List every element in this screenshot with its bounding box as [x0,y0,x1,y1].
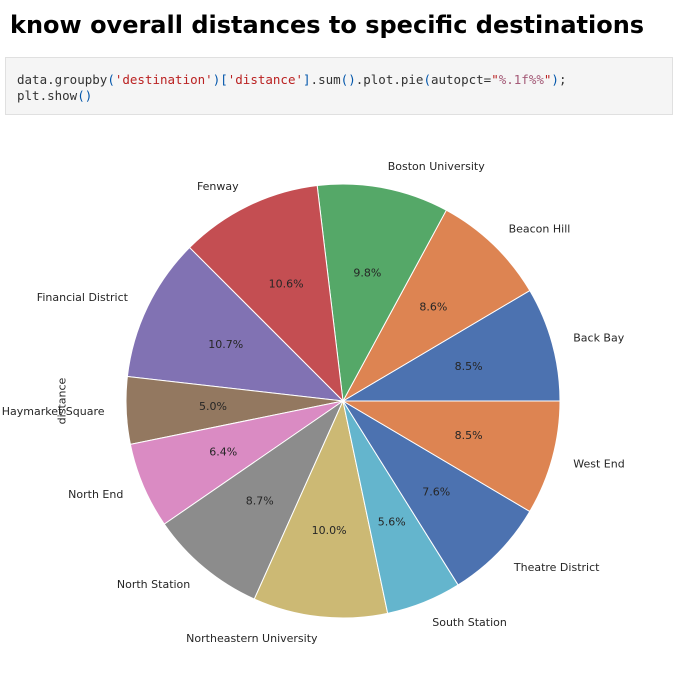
page-title: know overall distances to specific desti… [10,11,645,39]
pie-percent-labels: 8.5% 8.6% 9.8% 10.6% 10.7% 5.0% 6.4% 8.7% 10.0% 5… [199,267,483,537]
pie-slice-back-bay [342,290,561,402]
pie-category-label: Back Bay [573,332,624,345]
pie-slice-theatre-district [342,400,531,586]
y-axis-label: distance [56,377,69,424]
pie-category-label: South Station [432,616,507,629]
pie-category-label: Fenway [197,180,239,193]
pie-percent-label: 9.8% [353,267,381,280]
pie-percent-label: 8.5% [455,429,483,442]
pie-percent-label: 10.7% [208,338,243,351]
pie-slice-north-station [163,400,344,600]
pie-slice-financial-district [126,247,344,402]
pie-category-label: Financial District [37,291,129,304]
pie-percent-label: 7.6% [422,485,450,498]
code-line-2: plt.show() [17,88,93,103]
pie-category-label: Boston University [388,160,485,173]
pie-percent-label: 10.6% [269,277,304,290]
pie-percent-label: 5.6% [378,515,406,528]
pie-percent-label: 8.6% [419,301,447,314]
pie-slice-boston-university [316,183,447,402]
pie-percent-label: 6.4% [209,445,237,458]
code-line-1: data.groupby('destination')['distance'].… [17,72,567,87]
pie-category-label: North Station [117,578,190,591]
code-cell[interactable]: data.groupby('destination')['distance'].… [5,57,673,115]
pie-slice-fenway [189,185,344,402]
pie-percent-label: 10.0% [312,524,347,537]
pie-category-label: Theatre District [513,561,600,574]
pie-slice-beacon-hill [342,209,531,402]
pie-category-label: Haymarket Square [2,405,105,418]
pie-category-label: Beacon Hill [509,223,571,236]
pie-category-label: North End [68,488,123,501]
pie-category-labels: Back Bay Beacon Hill Boston University Fenw… [2,160,625,645]
pie-percent-label: 8.7% [246,495,274,508]
pie-category-label: West End [573,457,624,470]
pie-slices [125,183,561,619]
pie-percent-label: 8.5% [455,360,483,373]
pie-slice-west-end [342,400,561,512]
pie-percent-label: 5.0% [199,400,227,413]
pie-category-label: Northeastern University [186,632,318,645]
